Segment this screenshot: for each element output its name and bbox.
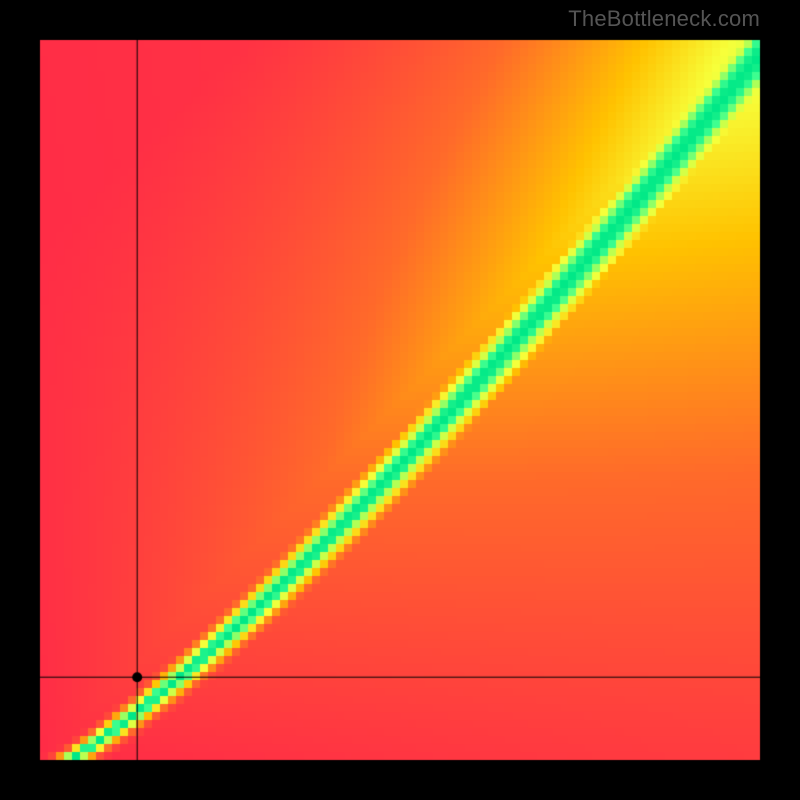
- chart-container: TheBottleneck.com: [0, 0, 800, 800]
- heatmap-canvas: [0, 0, 800, 800]
- watermark-text: TheBottleneck.com: [568, 6, 760, 32]
